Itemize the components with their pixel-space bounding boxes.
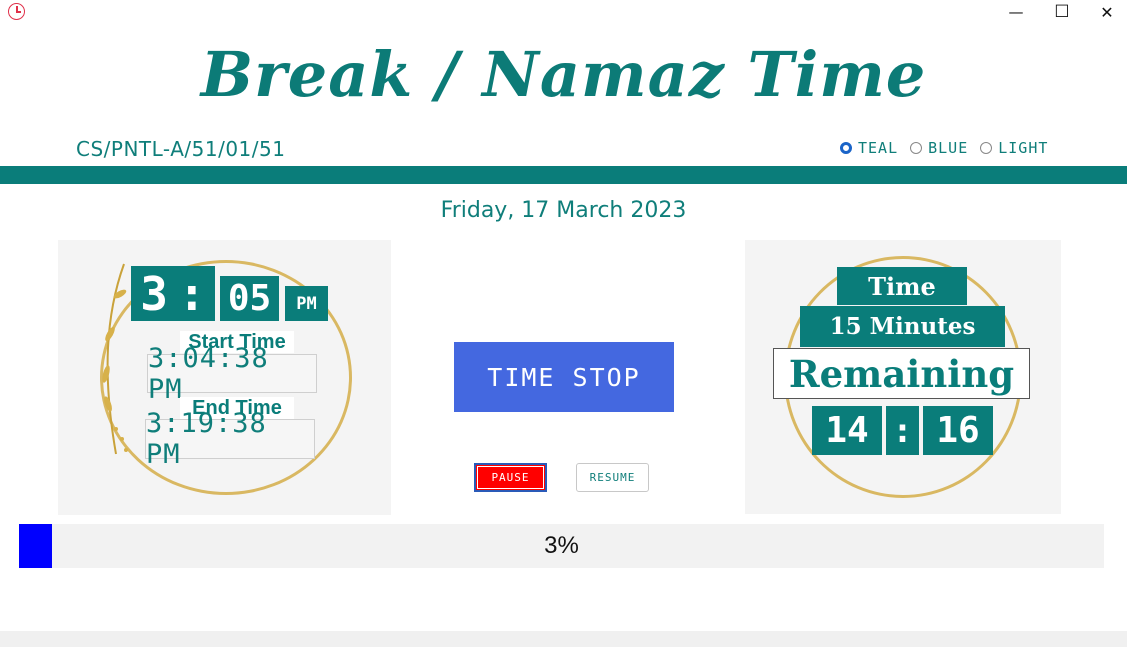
start-time-label: Start Time <box>180 331 294 353</box>
minimize-button[interactable]: — <box>993 0 1039 24</box>
close-button[interactable]: ✕ <box>1084 0 1127 24</box>
radio-unselected-icon[interactable] <box>910 142 923 154</box>
remaining-panel: Time 15 Minutes Remaining 14 : 16 <box>745 240 1061 514</box>
gold-ring-decoration <box>100 260 352 495</box>
duration-label: 15 Minutes <box>800 306 1005 347</box>
clock-ampm-display: PM <box>285 286 328 321</box>
clock-ampm: PM <box>296 293 317 314</box>
clock-hour: 3 <box>140 266 168 321</box>
header-divider-band <box>0 166 1127 184</box>
time-stop-button[interactable]: TIME STOP <box>454 342 674 412</box>
maximize-icon: ☐ <box>1054 2 1070 22</box>
status-strip <box>0 631 1127 647</box>
remaining-label: Remaining <box>773 348 1030 399</box>
close-icon: ✕ <box>1100 2 1114 22</box>
pause-button[interactable]: PAUSE <box>474 463 547 492</box>
current-date: Friday, 17 March 2023 <box>440 198 687 223</box>
theme-label-teal: TEAL <box>858 139 899 157</box>
document-code: CS/PNTL-A/51/01/51 <box>76 137 286 161</box>
maximize-button[interactable]: ☐ <box>1039 0 1085 24</box>
radio-unselected-icon[interactable] <box>980 142 993 154</box>
time-label: Time <box>837 267 967 305</box>
progress-bar: 3% <box>19 524 1104 568</box>
theme-option-teal[interactable]: TEAL <box>840 139 898 157</box>
theme-option-blue[interactable]: BLUE <box>910 139 968 157</box>
remaining-colon: : <box>886 406 919 455</box>
clock-minute-display: 05 <box>220 276 279 321</box>
clock-icon <box>8 3 25 20</box>
remaining-seconds: 16 <box>923 406 993 455</box>
theme-option-light[interactable]: LIGHT <box>980 139 1048 157</box>
end-time-label: End Time <box>180 397 294 419</box>
end-time-value: 3:19:38 PM <box>145 408 315 470</box>
resume-button[interactable]: RESUME <box>576 463 649 492</box>
theme-label-blue: BLUE <box>928 139 969 157</box>
page-title: Break / Namaz Time <box>200 38 927 111</box>
remaining-minutes: 14 <box>812 406 882 455</box>
theme-selector: TEAL BLUE LIGHT <box>840 139 1048 157</box>
radio-selected-icon[interactable] <box>840 142 852 154</box>
theme-label-light: LIGHT <box>998 139 1049 157</box>
gold-leaf-decoration <box>102 263 128 455</box>
clock-panel: 3 : 05 PM Start Time 3:04:38 PM End Time… <box>58 240 391 515</box>
minimize-icon: — <box>1008 3 1024 21</box>
clock-hour-display: 3 : <box>131 266 215 321</box>
progress-label: 3% <box>544 532 579 559</box>
progress-fill <box>19 524 52 568</box>
clock-colon: : <box>178 266 206 321</box>
start-time-value: 3:04:38 PM <box>147 343 317 405</box>
clock-minutes: 05 <box>227 278 272 319</box>
